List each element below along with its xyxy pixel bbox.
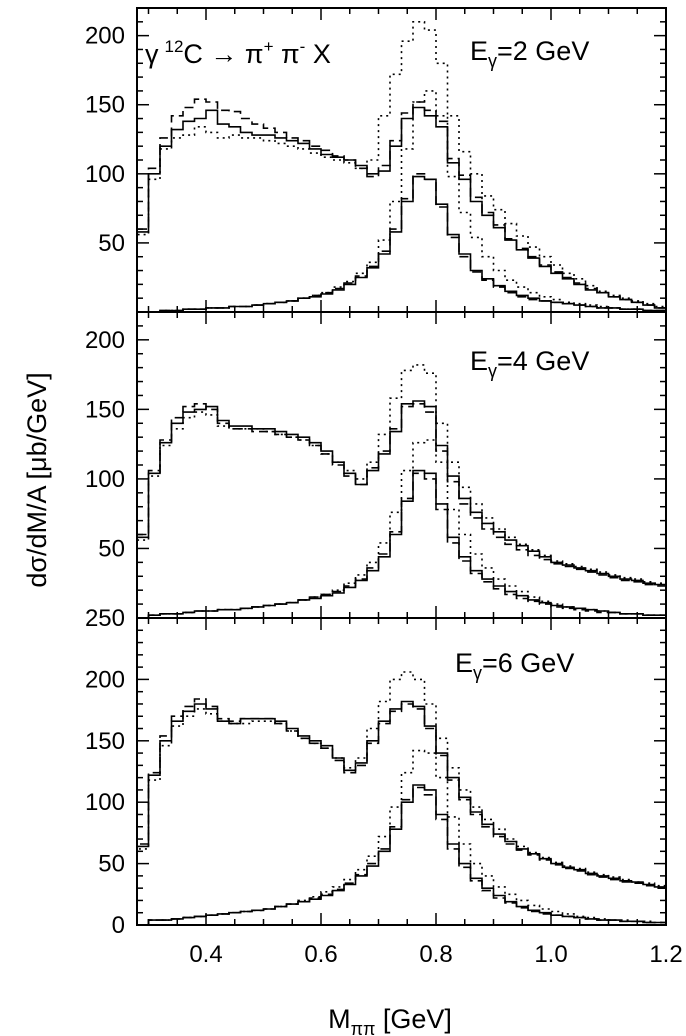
x-tick-label: 0.8: [419, 941, 452, 968]
x-axis-label-sub: ππ: [351, 1019, 376, 1036]
energy-sub: γ: [488, 51, 497, 71]
x-axis-label-main: M: [328, 1004, 351, 1034]
series-rho-solid: [148, 175, 666, 313]
energy-label-6gev: Eγ=6 GeV: [455, 648, 574, 683]
energy-value: =2 GeV: [497, 36, 589, 66]
reaction-pi2: π: [274, 39, 300, 69]
energy-sub: γ: [473, 663, 482, 683]
x-axis-label-unit: [GeV]: [375, 1004, 452, 1034]
series-rho-dotted: [147, 749, 666, 925]
energy-label-4gev: Eγ=4 GeV: [470, 346, 589, 381]
x-tick-labels: 0.4 0.6 0.8 1.0 1.2: [189, 941, 682, 968]
panel-E2: 50 100 150 200: [85, 7, 667, 313]
reaction-mass: 12: [165, 37, 184, 56]
reaction-arrow: → π: [203, 39, 264, 69]
series-rho-dotted: [147, 439, 666, 618]
reaction-gamma: γ: [145, 39, 159, 69]
reaction-x: X: [305, 39, 331, 69]
series-rho-dashed: [147, 472, 666, 618]
energy-label-2gev: Eγ=2 GeV: [470, 36, 589, 71]
energy-e: E: [470, 346, 488, 376]
y-tick-label: 100: [85, 789, 125, 816]
reaction-minus: -: [300, 37, 306, 56]
y-tick-label: 150: [85, 728, 125, 755]
y-tick-label: 200: [85, 23, 125, 50]
series-rho-solid: [147, 784, 666, 925]
series-total-dashed: [136, 98, 666, 312]
reaction-plus: +: [264, 37, 274, 56]
plot-area: 50 100 150 200 50 100 150 200 0 50 100 150 200 250 0.4…: [85, 7, 683, 968]
y-tick-label: 100: [85, 161, 125, 188]
y-tick-label: 0: [112, 912, 125, 939]
series-total-dotted: [136, 671, 666, 925]
reaction-label: γ 12C → π+ π- X: [145, 37, 331, 69]
y-tick-label: 100: [85, 466, 125, 493]
x-tick-label: 0.6: [304, 941, 337, 968]
series-total-dashed: [136, 403, 666, 618]
y-tick-label: 250: [85, 605, 125, 632]
energy-sub: γ: [488, 361, 497, 381]
reaction-carbon: C: [183, 39, 203, 69]
y-tick-label: 50: [98, 230, 125, 257]
y-tick-label: 50: [98, 851, 125, 878]
x-tick-label: 1.2: [649, 941, 682, 968]
energy-e: E: [455, 648, 473, 678]
series-total-dotted: [136, 21, 666, 312]
y-tick-label: 200: [85, 666, 125, 693]
panel-E6: 0 50 100 150 200 250: [85, 605, 667, 939]
energy-e: E: [470, 36, 488, 66]
y-tick-label: 50: [98, 535, 125, 562]
x-tick-label: 1.0: [534, 941, 567, 968]
y-tick-label: 200: [85, 327, 125, 354]
series-rho-dotted: [148, 90, 666, 313]
energy-value: =4 GeV: [497, 346, 589, 376]
x-tick-label: 0.4: [189, 941, 222, 968]
panel-frame: [136, 617, 667, 926]
series-rho-dashed: [148, 173, 666, 313]
series-rho-dashed: [147, 786, 666, 925]
x-axis-label: Mππ [GeV]: [328, 1004, 452, 1036]
series-total-solid: [136, 700, 666, 925]
y-tick-label: 150: [85, 396, 125, 423]
y-axis-label: dσ/dM/A [μb/GeV]: [22, 372, 52, 587]
y-tick-label: 150: [85, 92, 125, 119]
series-rho-solid: [147, 469, 666, 618]
series-total-dotted: [136, 364, 666, 618]
energy-value: =6 GeV: [482, 648, 574, 678]
